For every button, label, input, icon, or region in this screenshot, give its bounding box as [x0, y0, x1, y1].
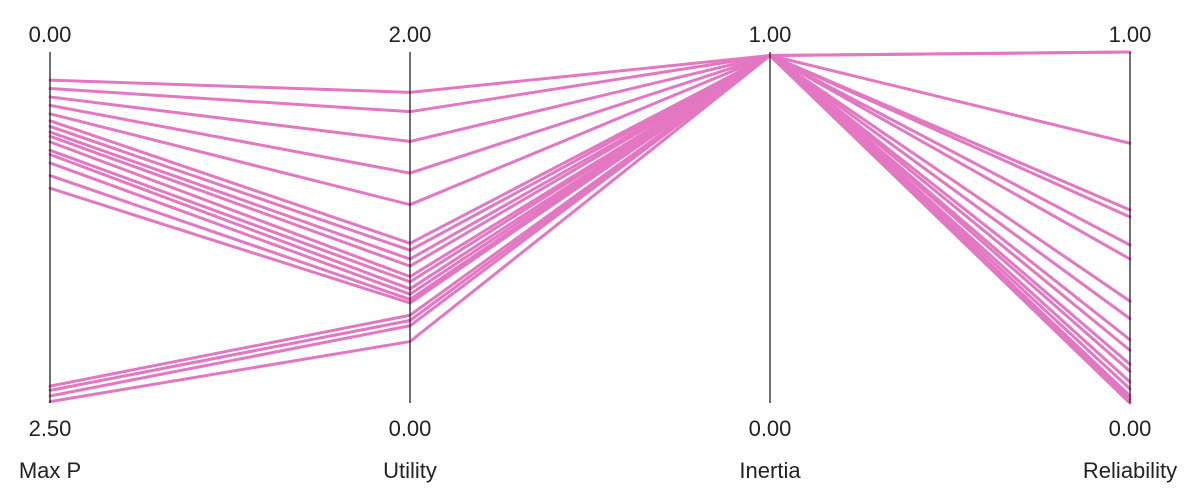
utility-top-tick-label: 2.00 — [389, 22, 432, 47]
data-line-19 — [48, 54, 1132, 404]
data-line-5 — [48, 54, 1132, 219]
max-p-top-tick-label: 0.00 — [29, 22, 72, 47]
reliability-axis-label: Reliability — [1083, 458, 1177, 483]
data-line-8 — [48, 54, 1132, 303]
inertia-axis-label: Inertia — [739, 458, 801, 483]
data-line-3 — [48, 54, 1132, 145]
inertia-bottom-tick-label: 0.00 — [749, 416, 792, 441]
data-line-1 — [48, 50, 1132, 94]
data-line-9 — [48, 54, 1132, 321]
data-line-4 — [48, 54, 1132, 212]
utility-axis-label: Utility — [383, 458, 437, 483]
series-lines — [48, 50, 1132, 405]
data-line-6 — [48, 54, 1132, 247]
data-line-15 — [48, 54, 1132, 391]
max-p-axis-label: Max P — [19, 458, 81, 483]
inertia-top-tick-label: 1.00 — [749, 22, 792, 47]
data-line-10 — [48, 54, 1132, 342]
data-line-13 — [48, 54, 1132, 373]
data-line-7 — [48, 54, 1132, 261]
max-p-bottom-tick-label: 2.50 — [29, 416, 72, 441]
data-line-11 — [48, 54, 1132, 352]
reliability-bottom-tick-label: 0.00 — [1109, 416, 1152, 441]
data-line-2 — [48, 50, 1132, 114]
utility-bottom-tick-label: 0.00 — [389, 416, 432, 441]
reliability-top-tick-label: 1.00 — [1109, 22, 1152, 47]
axes: 0.00 2.50 Max P 2.00 0.00 Utility 1.00 0.00 Iner… — [19, 22, 1177, 483]
data-line-12 — [48, 54, 1132, 366]
